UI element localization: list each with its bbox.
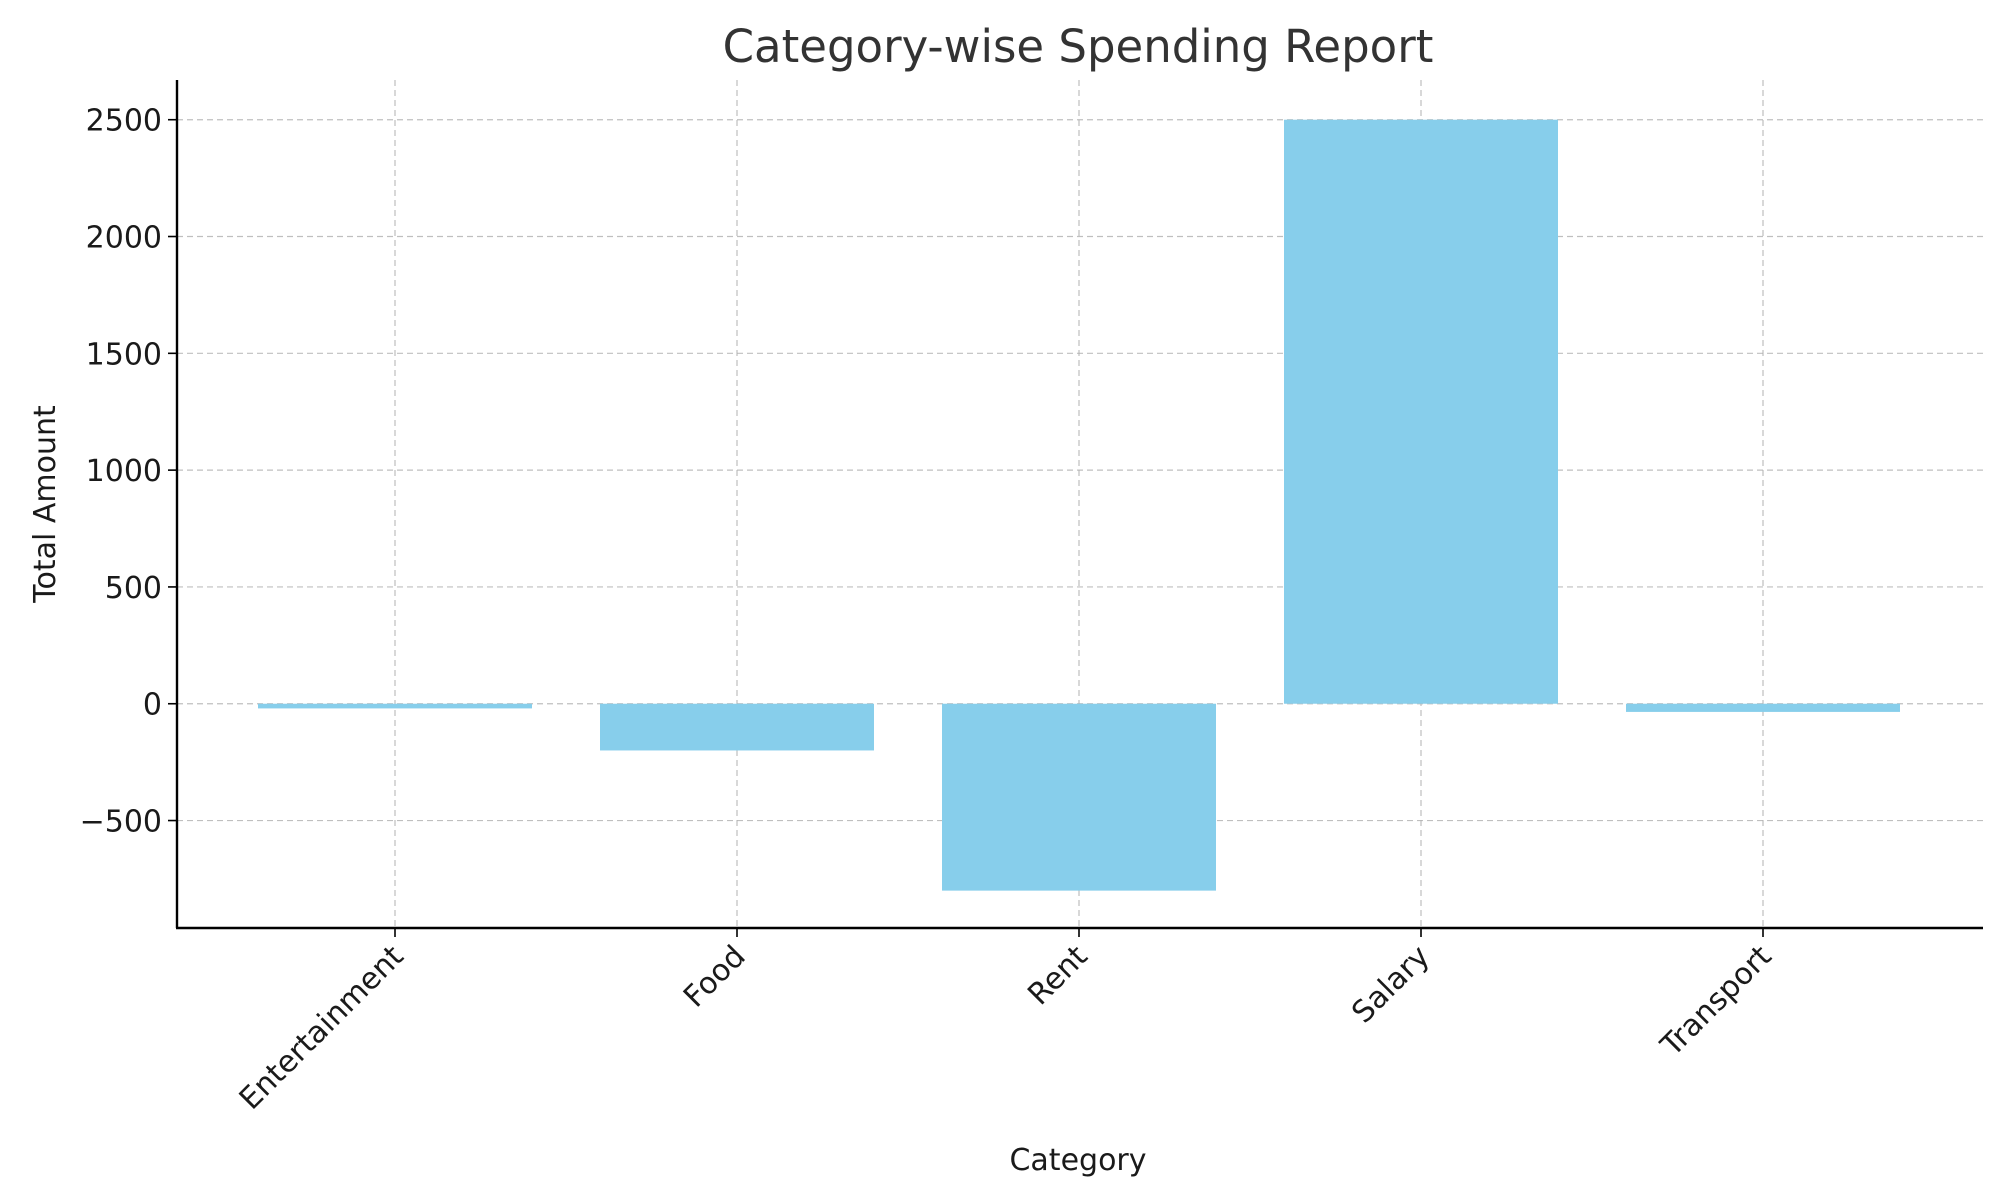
y-tick-label: −500 bbox=[80, 805, 162, 840]
y-tick-label: 2500 bbox=[86, 104, 162, 139]
chart-title: Category-wise Spending Report bbox=[723, 20, 1434, 73]
bar-salary bbox=[1284, 119, 1558, 704]
x-tick-label: Rent bbox=[1021, 939, 1095, 1013]
x-tick-label: Entertainment bbox=[233, 939, 411, 1117]
y-tick-label: 1500 bbox=[86, 337, 162, 372]
bars bbox=[258, 119, 1900, 891]
y-tick-label: 1000 bbox=[86, 454, 162, 489]
x-axis-title: Category bbox=[1009, 1143, 1146, 1178]
bar-food bbox=[600, 703, 874, 751]
y-ticks: −500 0 500 1000 1500 2000 2500 bbox=[80, 104, 177, 840]
y-tick-label: 0 bbox=[143, 688, 162, 723]
x-tick-label: Salary bbox=[1345, 939, 1436, 1030]
y-axis-title: Total Amount bbox=[28, 405, 63, 604]
x-tick-label: Transport bbox=[1654, 939, 1779, 1064]
x-tick-label: Food bbox=[677, 939, 753, 1015]
y-tick-label: 2000 bbox=[86, 221, 162, 256]
y-tick-label: 500 bbox=[105, 571, 162, 606]
bar-rent bbox=[942, 703, 1216, 891]
bar-entertainment bbox=[258, 703, 532, 709]
x-ticks: Entertainment Food Rent Salary Transport bbox=[233, 928, 1779, 1117]
bar-transport bbox=[1626, 703, 1900, 712]
